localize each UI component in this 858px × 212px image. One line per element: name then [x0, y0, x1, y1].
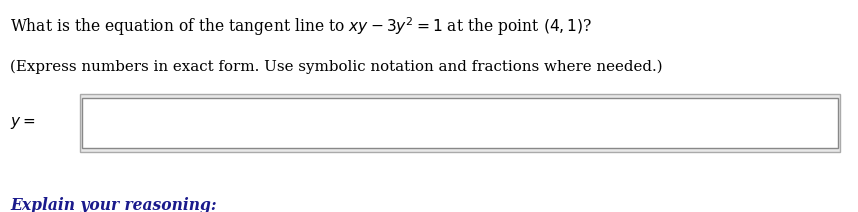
Text: Explain your reasoning:: Explain your reasoning: [10, 197, 217, 212]
Text: What is the equation of the tangent line to $xy - 3y^2 = 1$ at the point $(4, 1): What is the equation of the tangent line… [10, 15, 593, 38]
Text: (Express numbers in exact form. Use symbolic notation and fractions where needed: (Express numbers in exact form. Use symb… [10, 59, 662, 74]
Text: $y =$: $y =$ [10, 115, 36, 131]
FancyBboxPatch shape [80, 94, 840, 152]
FancyBboxPatch shape [82, 98, 838, 148]
